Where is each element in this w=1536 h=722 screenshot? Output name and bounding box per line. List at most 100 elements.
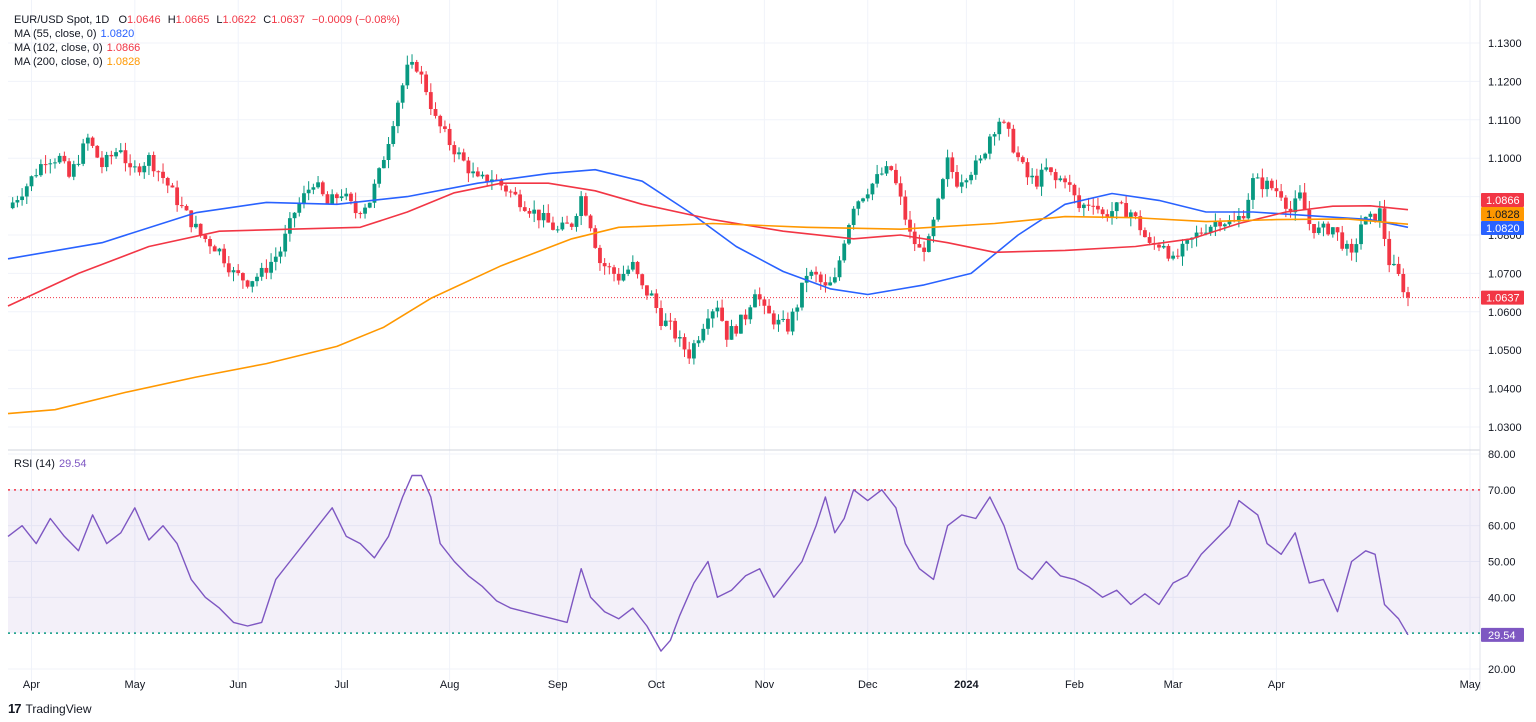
candle-body — [1265, 180, 1269, 190]
candle-down — [720, 299, 724, 322]
time-tick-label: Apr — [23, 679, 40, 691]
candle-body — [330, 194, 335, 204]
candle-body — [870, 183, 875, 195]
candle-down — [1349, 238, 1354, 261]
candle-up — [1114, 201, 1119, 220]
candle-up — [1208, 224, 1213, 236]
candle-down — [551, 216, 555, 231]
candle-body — [1387, 238, 1392, 266]
candle-up — [790, 308, 795, 336]
time-axis-ticks: Apr May Jun Jul Aug Sep Oct Nov Dec 2024 Feb Mar Apr… — [23, 679, 1481, 691]
candle-body — [983, 153, 988, 159]
candle-down — [245, 279, 250, 289]
legend-low-label: L — [216, 14, 223, 26]
candle-body — [959, 182, 964, 187]
candle-body — [504, 185, 508, 192]
candle-body — [955, 172, 959, 187]
candle-body — [104, 154, 109, 168]
candle-body — [945, 157, 950, 180]
candle-up — [255, 273, 259, 287]
candle-body — [743, 314, 748, 320]
candle-body — [809, 271, 814, 276]
candle-body — [1321, 223, 1326, 228]
candle-body — [71, 164, 76, 177]
candle-up — [250, 280, 255, 293]
candle-up — [194, 215, 198, 229]
candle-up — [489, 170, 494, 190]
time-tick-label: Mar — [1164, 679, 1183, 691]
candle-body — [687, 349, 692, 359]
candle-down — [1025, 158, 1030, 185]
candle-body — [861, 198, 865, 202]
candle-body — [1345, 243, 1349, 249]
candle-body — [1293, 198, 1298, 213]
candle-down — [734, 324, 739, 337]
candle-body — [217, 248, 222, 252]
candle-body — [795, 307, 800, 312]
candle-up — [692, 339, 696, 365]
candle-down — [785, 312, 790, 335]
tradingview-watermark[interactable]: 17 TradingView — [8, 701, 92, 716]
candle-up — [649, 290, 654, 296]
candle-body — [363, 207, 367, 214]
candle-down — [109, 150, 114, 165]
candle-up — [1293, 190, 1298, 221]
candle-down — [898, 176, 903, 205]
candle-down — [1105, 209, 1110, 222]
candle-down — [635, 260, 640, 279]
candle-body — [1307, 209, 1312, 225]
candle-up — [330, 189, 335, 205]
candle-down — [1401, 268, 1406, 298]
candle-up — [118, 143, 123, 154]
candle-body — [311, 187, 316, 190]
candle-down — [240, 272, 245, 289]
candle-up — [377, 167, 382, 188]
rsi-axis-ticks: 80.00 70.00 60.00 50.00 40.00 20.00 — [1488, 449, 1516, 676]
ma55-value: 1.0820 — [100, 28, 135, 40]
candle-down — [1049, 167, 1053, 176]
candle-up — [696, 336, 701, 347]
candle-up — [292, 212, 297, 228]
ma200-value: 1.0828 — [106, 56, 141, 68]
candle-down — [438, 114, 443, 134]
candle-down — [184, 204, 189, 211]
candle-body — [875, 174, 880, 184]
candle-up — [85, 133, 90, 151]
rsi-tick-label: 80.00 — [1488, 449, 1516, 461]
candle-down — [1119, 200, 1124, 205]
candle-body — [649, 293, 654, 296]
candle-up — [381, 156, 386, 169]
candle-down — [447, 123, 452, 151]
candle-up — [630, 255, 635, 272]
candle-body — [1208, 226, 1213, 233]
candle-up — [20, 188, 24, 206]
candle-body — [1279, 191, 1284, 198]
candle-body — [1199, 232, 1204, 234]
candle-up — [114, 147, 118, 159]
candle-body — [156, 171, 161, 173]
candle-up — [959, 174, 964, 194]
candle-down — [771, 310, 776, 330]
candle-down — [889, 165, 894, 172]
candle-body — [189, 210, 194, 228]
candle-up — [363, 203, 367, 219]
candle-body — [1326, 223, 1331, 235]
candle-body — [785, 318, 790, 332]
candle-body — [1312, 224, 1316, 234]
candle-body — [90, 137, 95, 146]
candle-down — [1124, 195, 1129, 218]
candle-body — [1138, 216, 1143, 231]
price-badge-text: 1.0637 — [1486, 293, 1520, 305]
legend-close: 1.0637 — [271, 14, 305, 26]
candle-body — [283, 233, 288, 252]
candle-body — [1302, 192, 1307, 210]
candle-body — [640, 274, 645, 286]
candle-up — [936, 197, 941, 222]
candle-up — [729, 319, 734, 340]
candle-body — [1063, 178, 1067, 183]
candle-body — [894, 169, 898, 184]
candle-down — [212, 244, 217, 252]
candle-down — [569, 222, 574, 231]
candle-body — [701, 328, 706, 341]
